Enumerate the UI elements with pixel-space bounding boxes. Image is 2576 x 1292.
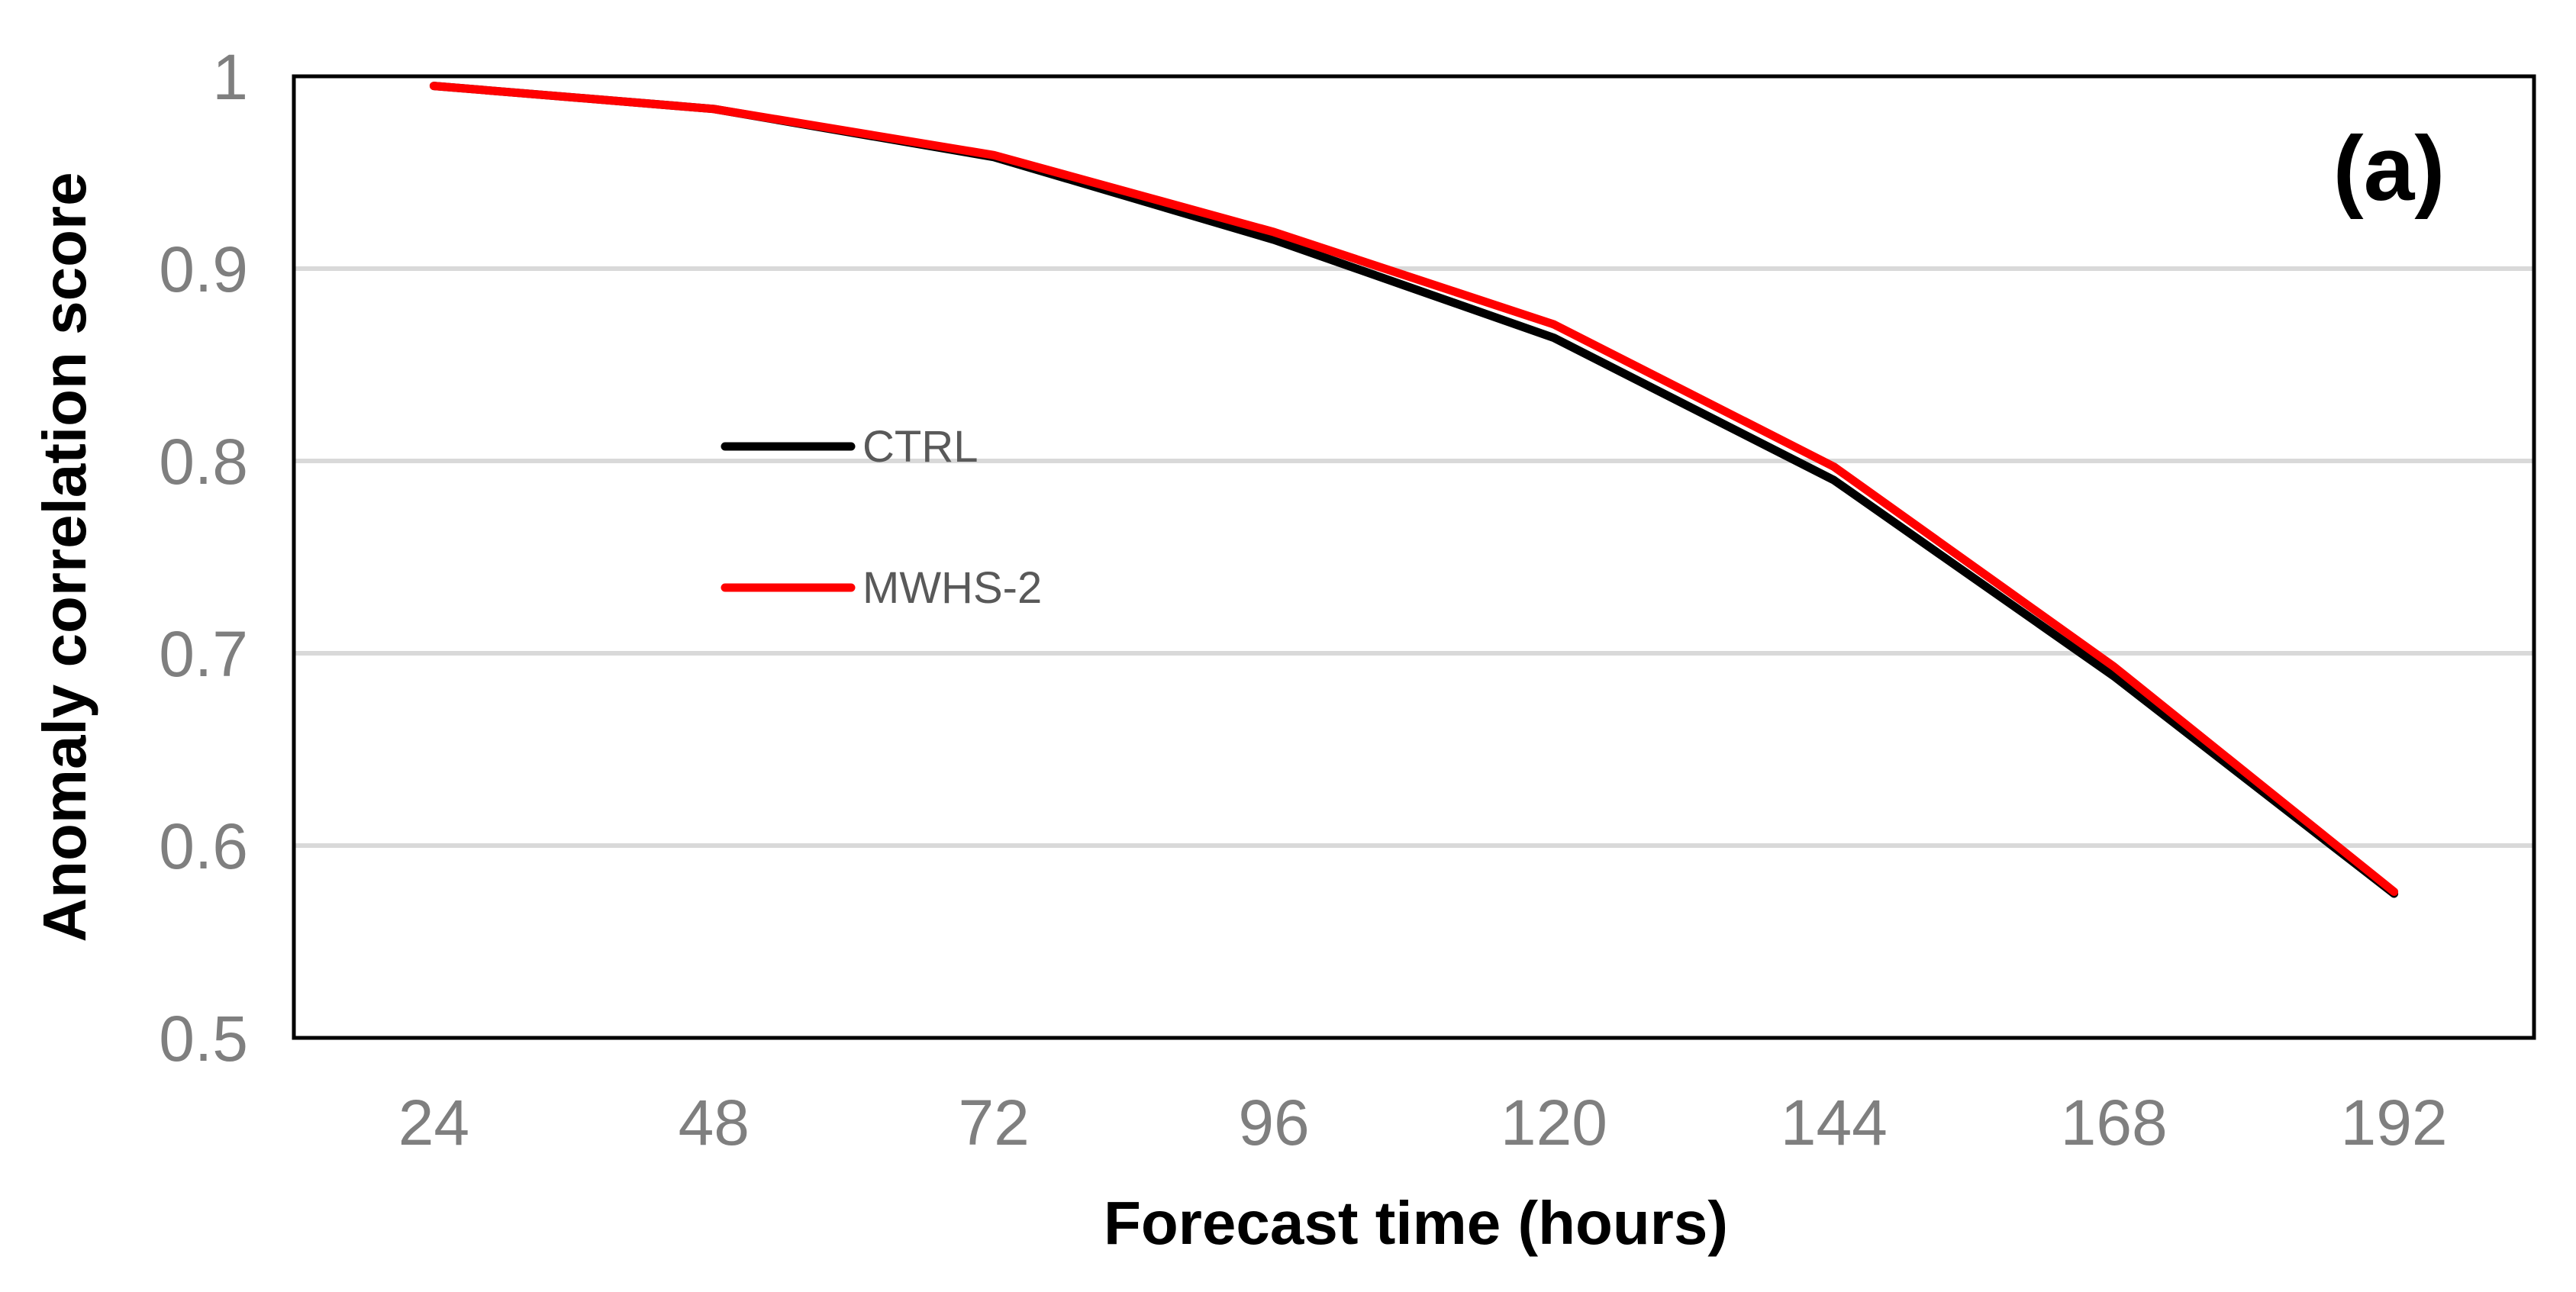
series-line-ctrl	[429, 82, 2399, 898]
x-tick-label: 24	[398, 1087, 469, 1158]
y-tick-label: 1	[212, 41, 248, 113]
x-tick-label: 72	[958, 1087, 1029, 1158]
panel-label: (a)	[2333, 118, 2445, 220]
x-tick-label: 168	[2061, 1087, 2168, 1158]
legend-label-ctrl: CTRL	[862, 422, 978, 472]
series-lines	[429, 82, 2399, 898]
y-axis-title: Anomaly correlation score	[31, 172, 98, 942]
series-line-mwhs-2	[429, 82, 2399, 896]
legend: CTRL MWHS-2	[721, 422, 1042, 613]
x-tick-labels: 24 48 72 96 120 144 168 192	[398, 1087, 2448, 1158]
x-tick-label: 120	[1501, 1087, 1607, 1158]
y-tick-label: 0.5	[159, 1003, 248, 1075]
x-tick-label: 96	[1238, 1087, 1309, 1158]
y-tick-label: 0.7	[159, 618, 248, 690]
x-tick-label: 192	[2340, 1087, 2447, 1158]
gridlines	[294, 266, 2534, 848]
plot-frame	[292, 74, 2536, 1040]
x-axis-title: Forecast time (hours)	[1104, 1189, 1728, 1257]
y-tick-label: 0.9	[159, 234, 248, 305]
y-tick-label: 0.8	[159, 426, 248, 498]
legend-label-mwhs-2: MWHS-2	[862, 563, 1042, 613]
x-tick-label: 144	[1781, 1087, 1888, 1158]
x-tick-label: 48	[679, 1087, 750, 1158]
y-tick-label: 0.6	[159, 810, 248, 882]
y-tick-labels: 0.5 0.6 0.7 0.8 0.9 1	[159, 41, 248, 1075]
